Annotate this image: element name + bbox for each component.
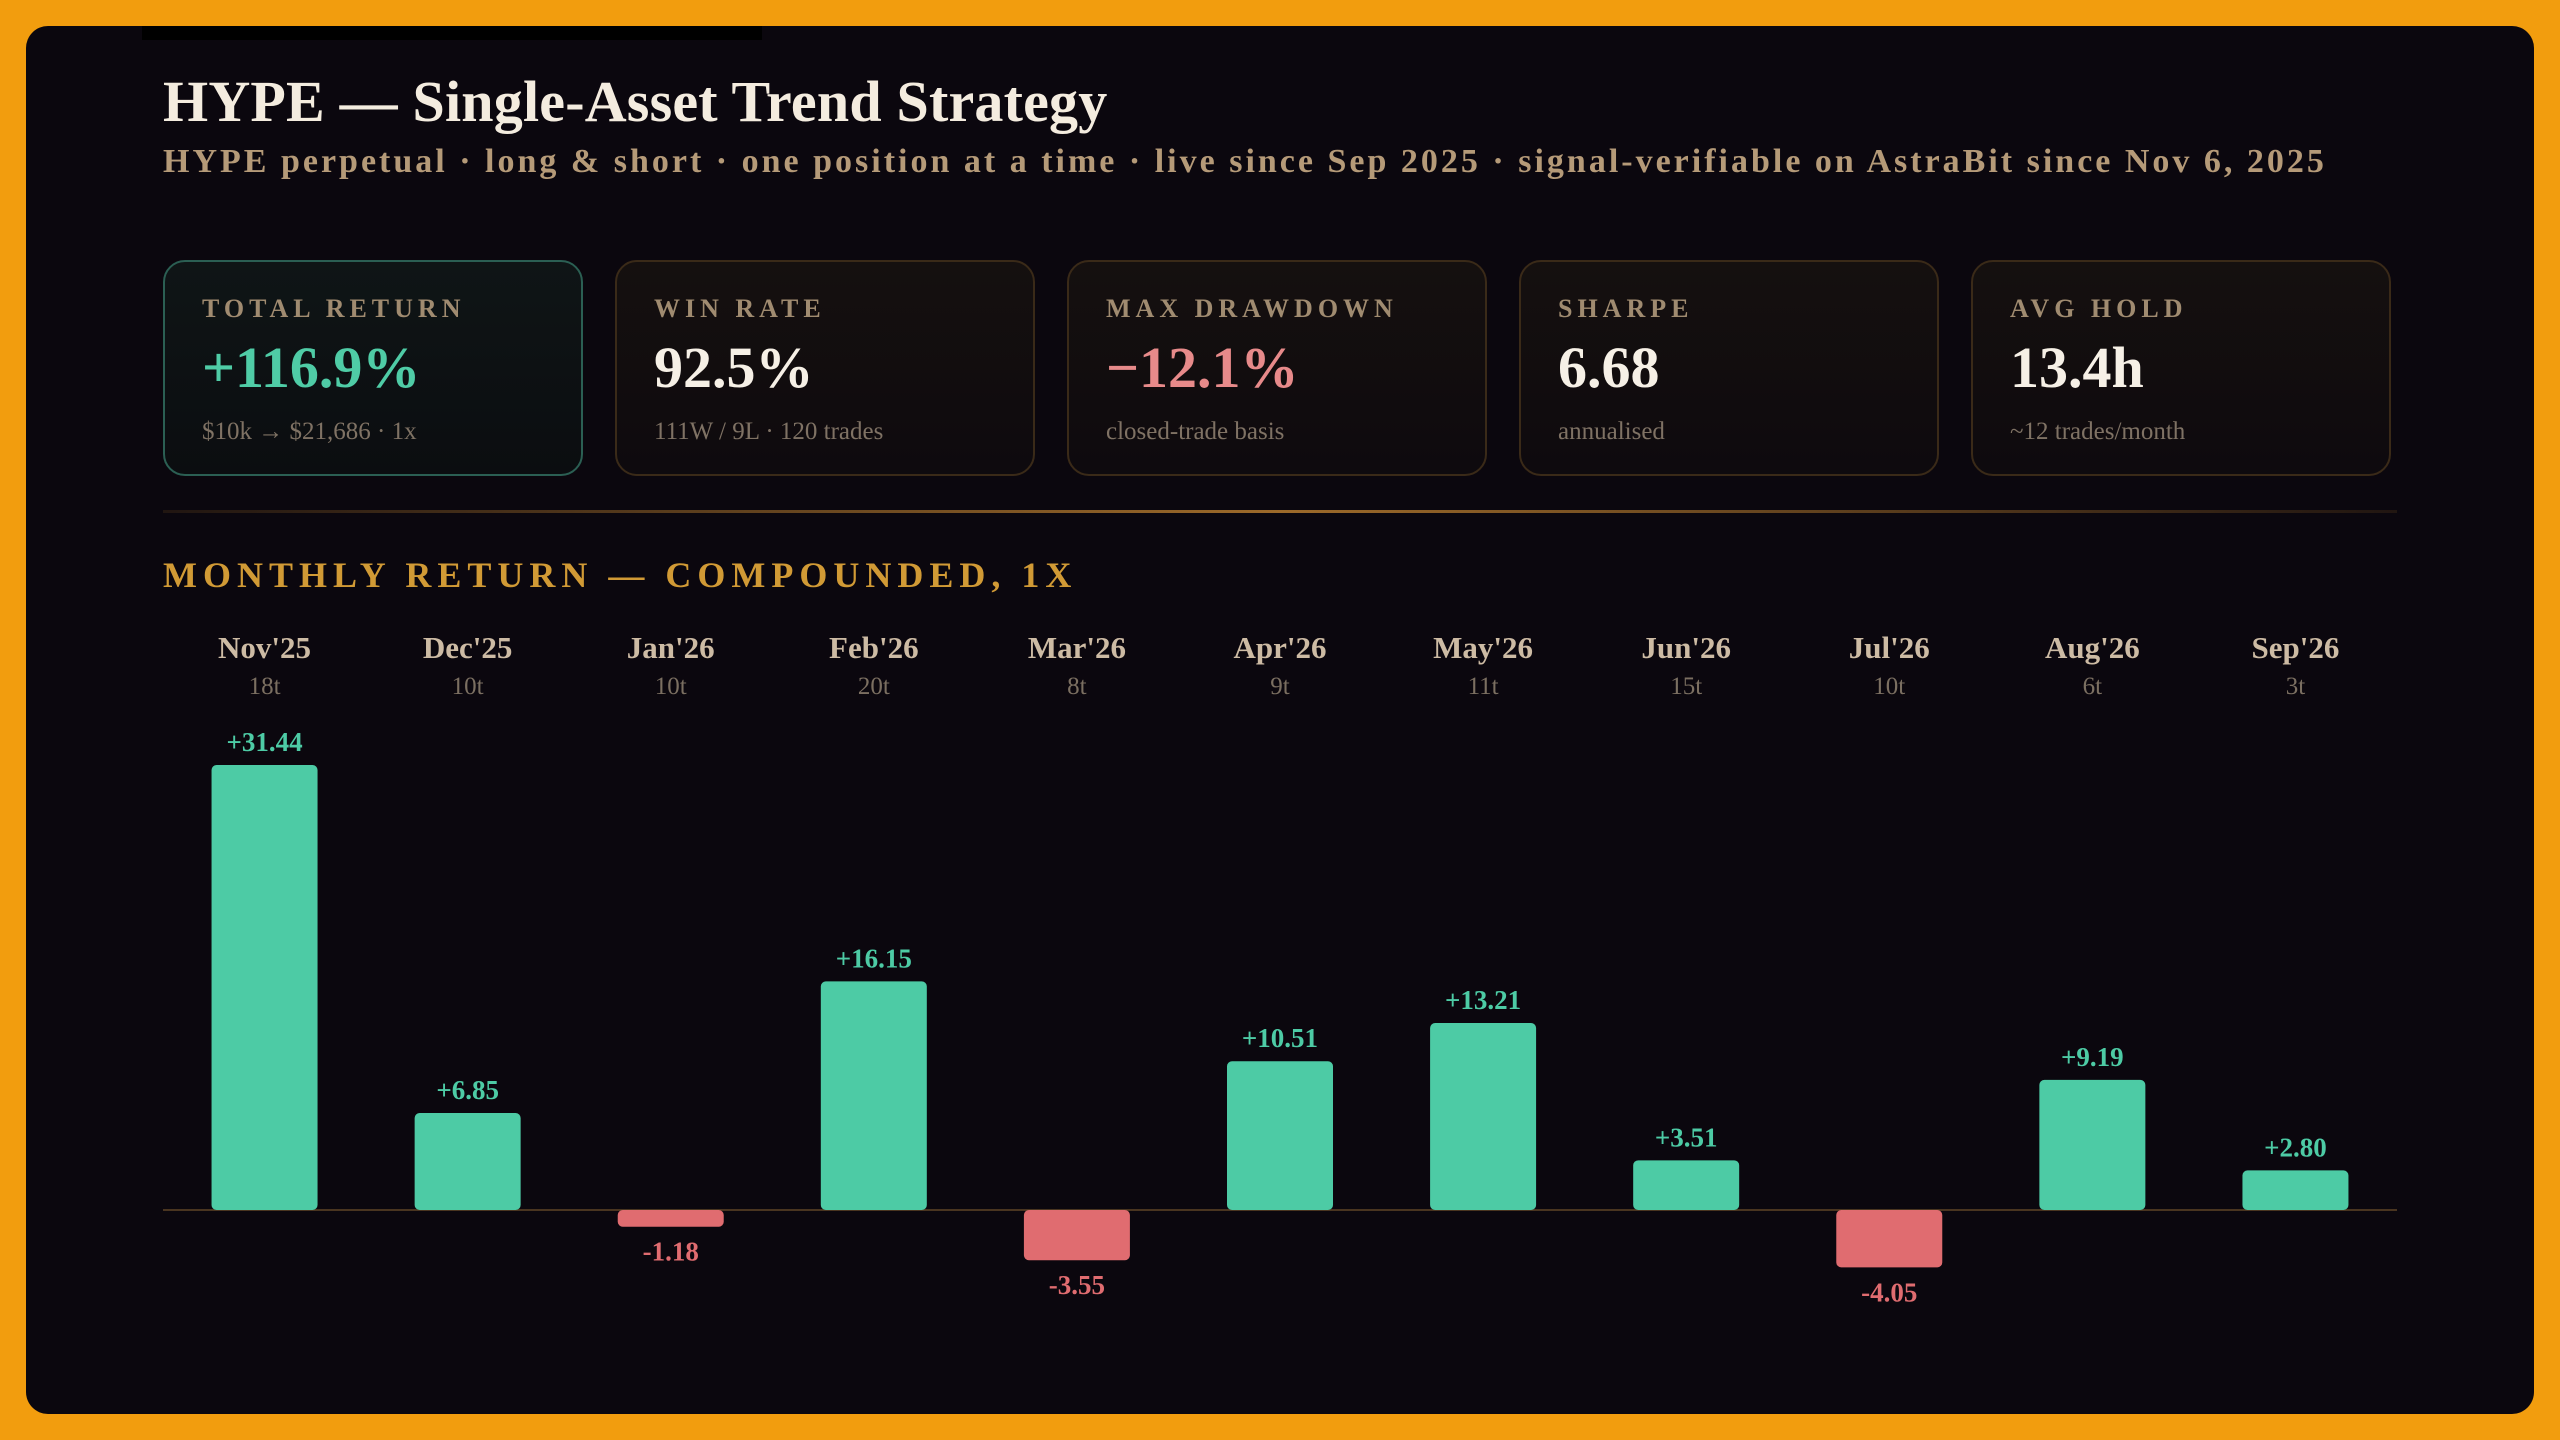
stat-label: WIN RATE bbox=[654, 294, 826, 323]
page-subtitle: HYPE perpetual · long & short · one posi… bbox=[163, 143, 2327, 180]
stat-label: AVG HOLD bbox=[2010, 294, 2188, 323]
stat-value: 92.5% bbox=[654, 335, 814, 400]
stat-card-win-rate: WIN RATE 92.5% 111W / 9L · 120 trades bbox=[615, 260, 1035, 476]
page-title: HYPE — Single-Asset Trend Strategy bbox=[163, 69, 1108, 134]
stat-label: SHARPE bbox=[1558, 294, 1694, 323]
trade-count-label: 10t bbox=[1873, 673, 1905, 700]
value-label: -4.05 bbox=[1861, 1277, 1917, 1307]
bar-positive bbox=[1227, 1061, 1333, 1210]
trade-count-label: 9t bbox=[1270, 673, 1290, 700]
bar-negative bbox=[1836, 1210, 1943, 1268]
bar-positive bbox=[1430, 1023, 1537, 1210]
value-label: -1.18 bbox=[643, 1237, 699, 1267]
stat-sub: 111W / 9L · 120 trades bbox=[654, 418, 884, 445]
value-label: +9.19 bbox=[2061, 1042, 2124, 1072]
trade-count-label: 10t bbox=[655, 673, 687, 700]
bar-positive bbox=[2039, 1079, 2146, 1210]
bar-positive bbox=[414, 1113, 521, 1210]
trade-count-label: 6t bbox=[2083, 673, 2103, 700]
trade-count-label: 3t bbox=[2286, 673, 2306, 700]
top-bar bbox=[142, 26, 762, 40]
value-label: +3.51 bbox=[1655, 1122, 1718, 1152]
trade-count-label: 18t bbox=[249, 673, 281, 700]
value-label: +16.15 bbox=[836, 943, 912, 973]
month-label: May'26 bbox=[1433, 630, 1533, 665]
month-label: Mar'26 bbox=[1028, 630, 1126, 665]
stat-sub: $10k → $21,686 · 1x bbox=[202, 418, 417, 445]
bar-positive bbox=[211, 765, 318, 1210]
trade-count-label: 15t bbox=[1670, 673, 1702, 700]
dashboard-panel: HYPE — Single-Asset Trend Strategy HYPE … bbox=[26, 26, 2534, 1414]
stat-card-total-return: TOTAL RETURN +116.9% $10k → $21,686 · 1x bbox=[163, 260, 583, 476]
bar-negative bbox=[1023, 1210, 1130, 1261]
stat-sub: closed-trade basis bbox=[1106, 418, 1285, 445]
stat-label: TOTAL RETURN bbox=[202, 294, 466, 323]
monthly-return-chart: Nov'25 18t +31.44 Dec'25 10t +6.85 Jan'26 10t -1… bbox=[163, 630, 2397, 1307]
stat-card-sharpe: SHARPE 6.68 annualised bbox=[1519, 260, 1939, 476]
trade-count-label: 10t bbox=[452, 673, 484, 700]
stat-sub: annualised bbox=[1558, 418, 1665, 445]
bar-negative bbox=[617, 1210, 724, 1227]
month-label: Jul'26 bbox=[1849, 630, 1930, 665]
stat-card-avg-hold: AVG HOLD 13.4h ~12 trades/month bbox=[1971, 260, 2391, 476]
stat-label: MAX DRAWDOWN bbox=[1106, 294, 1398, 323]
stat-value: 13.4h bbox=[2010, 335, 2144, 400]
value-label: +2.80 bbox=[2264, 1132, 2327, 1162]
value-label: +13.21 bbox=[1445, 985, 1521, 1015]
month-label: Apr'26 bbox=[1234, 630, 1327, 665]
month-label: Jan'26 bbox=[627, 630, 715, 665]
trade-count-label: 11t bbox=[1468, 673, 1499, 700]
stat-value: 6.68 bbox=[1558, 335, 1660, 400]
month-label: Nov'25 bbox=[218, 630, 311, 665]
month-label: Aug'26 bbox=[2045, 630, 2140, 665]
stat-sub: ~12 trades/month bbox=[2010, 418, 2186, 445]
bar-positive bbox=[2242, 1170, 2349, 1210]
stat-value: −12.1% bbox=[1106, 335, 1299, 400]
stat-value: +116.9% bbox=[202, 335, 421, 400]
value-label: -3.55 bbox=[1049, 1270, 1105, 1300]
stat-card-max-drawdown: MAX DRAWDOWN −12.1% closed-trade basis bbox=[1067, 260, 1487, 476]
bar-positive bbox=[820, 981, 927, 1210]
trade-count-label: 20t bbox=[858, 673, 890, 700]
value-label: +31.44 bbox=[226, 727, 302, 757]
trade-count-label: 8t bbox=[1067, 673, 1087, 700]
value-label: +10.51 bbox=[1242, 1023, 1318, 1053]
month-label: Feb'26 bbox=[829, 630, 919, 665]
month-label: Jun'26 bbox=[1641, 630, 1731, 665]
month-label: Dec'25 bbox=[423, 630, 513, 665]
value-label: +6.85 bbox=[436, 1075, 499, 1105]
bar-positive bbox=[1633, 1160, 1740, 1210]
divider bbox=[163, 510, 2397, 513]
month-label: Sep'26 bbox=[2252, 630, 2340, 665]
section-title: MONTHLY RETURN — COMPOUNDED, 1X bbox=[163, 555, 1078, 595]
